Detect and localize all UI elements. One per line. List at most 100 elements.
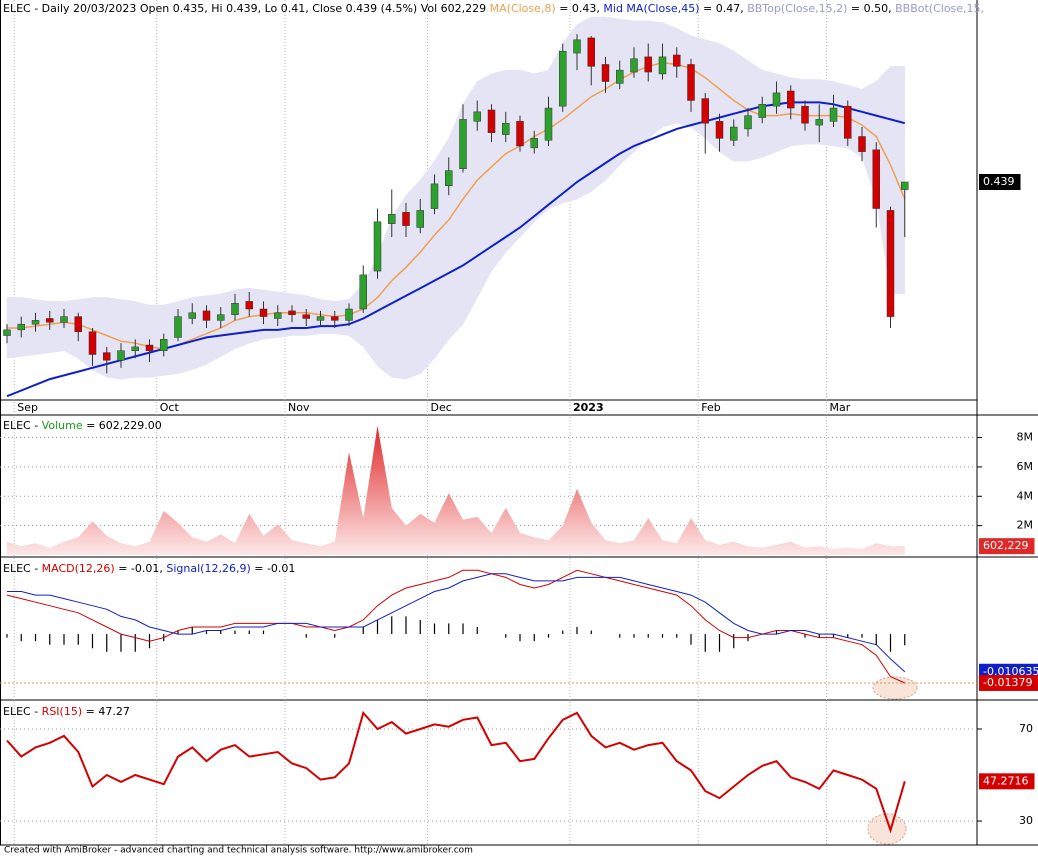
candle-body	[17, 323, 25, 331]
series-line	[6, 710, 906, 834]
bollinger-band	[633, 20, 649, 153]
bollinger-band	[662, 22, 678, 128]
header-part: = 0.47,	[700, 2, 748, 15]
candle-body	[345, 308, 353, 321]
y-tick-label: 30	[1019, 814, 1033, 827]
candle-body	[758, 104, 766, 118]
header-part: RSI(15)	[42, 705, 82, 718]
candle-body	[658, 56, 667, 75]
moving-average	[6, 101, 906, 398]
header-part: = -0.01,	[115, 562, 167, 575]
x-tick-label: Dec	[431, 401, 452, 414]
last-value-box	[979, 773, 1035, 790]
candle-body	[103, 352, 111, 361]
pane-header: ELEC - RSI(15) = 47.27	[3, 705, 130, 718]
candle-body	[815, 119, 823, 126]
candle-body	[772, 92, 781, 107]
candle-body	[331, 316, 339, 321]
x-tick-label: Mar	[830, 401, 851, 414]
bollinger-band	[505, 69, 521, 253]
bollinger-band	[192, 295, 207, 371]
header-part: = 602,229.00	[83, 419, 162, 432]
last-value-label: 0.439	[983, 175, 1015, 188]
candle-body	[473, 111, 481, 122]
candle-body	[373, 221, 382, 272]
candle-body	[188, 312, 196, 319]
y-tick-label: 4M	[1017, 489, 1034, 502]
header-part: = -0.01	[251, 562, 296, 575]
candle-body	[202, 310, 211, 321]
candle-body	[245, 301, 253, 310]
candle-body	[117, 350, 125, 361]
bollinger-band	[776, 73, 792, 153]
candle-body	[801, 105, 809, 124]
header-part: MA(Close,8)	[490, 2, 556, 15]
bollinger-band	[49, 301, 65, 353]
bollinger-band	[35, 299, 51, 355]
candle-body	[459, 119, 467, 169]
candle-body	[145, 344, 154, 351]
header-part: BBTop(Close,15,2)	[747, 2, 847, 15]
header-part: Volume	[42, 419, 83, 432]
candle-body	[630, 58, 638, 73]
candle-body	[502, 122, 510, 135]
candle-body	[573, 39, 581, 54]
header-part: MACD(12,26)	[42, 562, 115, 575]
last-value-box	[979, 173, 1021, 190]
candle-body	[844, 105, 852, 139]
last-value-label: -0.010635	[983, 665, 1038, 678]
bollinger-band	[476, 73, 492, 298]
bollinger-band	[519, 69, 535, 238]
candle-body	[886, 210, 895, 317]
y-tick-label: 70	[1019, 722, 1033, 735]
header-part: ELEC -	[3, 562, 42, 575]
bollinger-band	[719, 43, 735, 162]
candle-body	[587, 37, 595, 67]
header-part: BBBot(Close,15,	[895, 2, 984, 15]
candle-body	[88, 331, 97, 355]
pane-header: ELEC - Daily 20/03/2023 Open 0.435, Hi 0…	[3, 2, 984, 15]
header-part: = 0.50,	[847, 2, 895, 15]
header-part: ELEC - Daily 20/03/2023 Open 0.435, Hi 0…	[3, 2, 490, 15]
candle-body	[530, 138, 538, 149]
bollinger-band	[647, 20, 663, 140]
candle-body	[673, 54, 681, 67]
candle-body	[3, 329, 11, 336]
last-value-label: -0.01379	[983, 676, 1032, 689]
bollinger-band	[163, 301, 179, 376]
bollinger-band	[120, 299, 136, 380]
last-value-box	[979, 538, 1035, 555]
candle-body	[445, 170, 453, 187]
candle-body	[687, 64, 695, 101]
candle-body	[487, 109, 496, 133]
volume-area	[7, 425, 905, 555]
bollinger-band	[220, 289, 236, 357]
candle-body	[274, 312, 282, 319]
y-tick-label: 6M	[1017, 460, 1034, 473]
candle-body	[544, 107, 553, 141]
bollinger-band	[619, 18, 635, 166]
candle-body	[616, 69, 624, 84]
candle-body	[288, 310, 296, 315]
series-line	[6, 569, 906, 684]
candle-body	[31, 320, 40, 325]
y-tick-label: 2M	[1017, 519, 1034, 532]
candle-body	[231, 303, 239, 315]
x-tick-label: Oct	[160, 401, 180, 414]
series-line	[7, 573, 906, 673]
header-part: Signal(12,26,9)	[166, 562, 250, 575]
header-part: ELEC -	[3, 705, 42, 718]
candle-body	[131, 346, 139, 351]
candle-body	[402, 212, 410, 226]
last-value-label: 602,229	[983, 539, 1029, 552]
candle-body	[302, 314, 310, 319]
candle-body	[744, 115, 752, 130]
candle-body	[388, 213, 396, 224]
candle-body	[259, 308, 268, 317]
candle-body	[416, 210, 424, 228]
header-part: Mid MA(Close,45)	[603, 2, 699, 15]
candle-body	[701, 98, 709, 124]
candle-body	[858, 136, 866, 152]
candle-body	[829, 107, 838, 122]
